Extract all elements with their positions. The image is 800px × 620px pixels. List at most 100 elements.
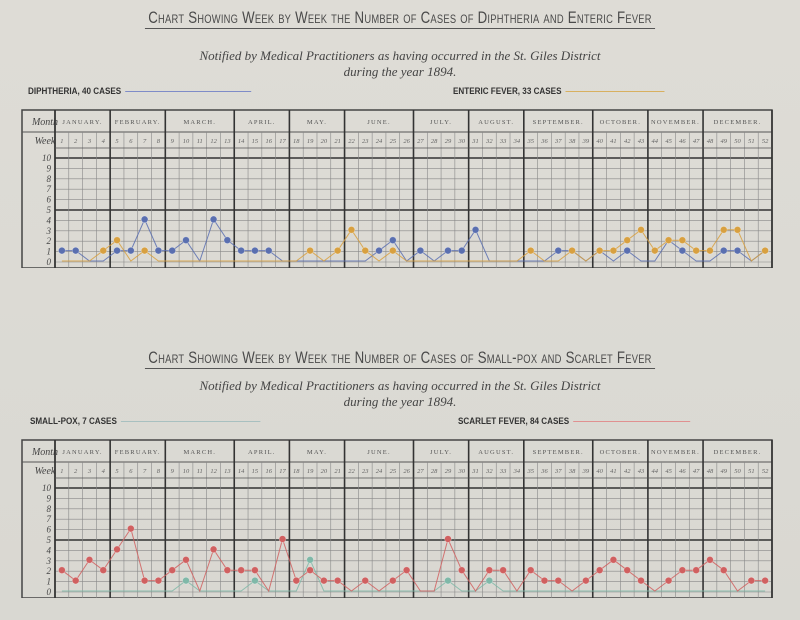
week-label: 19 <box>307 468 314 475</box>
chart1-legend-diphtheria: DIPHTHERIA, 40 CASES <box>28 86 251 96</box>
month-row-label: Month <box>31 117 58 128</box>
data-point <box>127 246 135 255</box>
week-label: 51 <box>748 468 755 475</box>
week-label: 18 <box>293 138 300 145</box>
week-label: 15 <box>252 468 259 475</box>
week-label: 7 <box>143 468 147 475</box>
data-point <box>623 246 631 255</box>
week-label: 25 <box>390 468 397 475</box>
week-label: 37 <box>554 138 562 145</box>
week-label: 36 <box>540 138 548 145</box>
week-label: 17 <box>279 468 286 475</box>
week-label: 52 <box>762 138 769 145</box>
data-point <box>678 246 687 255</box>
week-label: 8 <box>157 468 161 475</box>
data-point <box>209 215 218 224</box>
week-label: 28 <box>431 138 438 145</box>
week-label: 40 <box>596 138 603 145</box>
week-label: 52 <box>762 468 769 475</box>
data-point <box>223 566 232 574</box>
data-point <box>485 566 494 574</box>
y-tick-label: 10 <box>42 483 52 493</box>
week-label: 7 <box>143 138 147 145</box>
week-label: 13 <box>224 138 231 145</box>
data-point <box>623 236 631 244</box>
chart1-subtitle-2: during the year 1894. <box>343 64 457 79</box>
data-point <box>251 246 259 255</box>
month-label: JUNE. <box>367 119 391 126</box>
month-label: JUNE. <box>367 449 391 456</box>
series-line <box>61 527 766 593</box>
week-label: 24 <box>376 468 383 475</box>
data-point <box>71 576 80 585</box>
y-tick-label: 3 <box>46 556 52 566</box>
data-point <box>389 236 397 244</box>
data-point <box>278 535 287 543</box>
week-label: 12 <box>210 468 217 475</box>
y-tick-label: 1 <box>47 577 52 587</box>
week-label: 21 <box>334 138 341 145</box>
data-point <box>761 576 769 585</box>
data-point <box>623 566 631 574</box>
week-label: 32 <box>485 468 493 475</box>
week-label: 25 <box>390 138 397 145</box>
data-point <box>251 566 259 574</box>
data-point <box>582 576 590 585</box>
week-label: 42 <box>624 468 631 475</box>
week-label: 38 <box>568 468 576 475</box>
legend-line <box>120 420 260 422</box>
data-point <box>361 246 369 255</box>
week-label: 30 <box>458 138 466 145</box>
month-label: OCTOBER. <box>600 449 641 456</box>
month-label: SEPTEMBER. <box>533 119 584 126</box>
data-point <box>609 246 618 255</box>
legend-label: SCARLET FEVER, 84 CASES <box>458 416 570 426</box>
data-point <box>389 576 397 585</box>
data-point <box>58 246 66 255</box>
week-label: 12 <box>210 138 217 145</box>
data-point <box>554 246 562 255</box>
week-label: 36 <box>540 468 548 475</box>
data-point <box>209 545 218 554</box>
month-label: JULY. <box>430 119 452 126</box>
week-label: 37 <box>554 468 562 475</box>
data-point <box>361 576 369 585</box>
week-label: 26 <box>403 138 410 145</box>
week-label: 9 <box>171 138 175 145</box>
week-label: 5 <box>115 468 119 475</box>
legend-label: SMALL-POX, 7 CASES <box>30 416 117 426</box>
legend-line <box>565 90 665 92</box>
week-label: 41 <box>610 138 617 145</box>
data-point <box>692 566 700 574</box>
data-point <box>292 576 300 585</box>
week-label: 29 <box>445 138 452 145</box>
month-label: JANUARY. <box>62 119 102 126</box>
data-point <box>637 576 645 585</box>
data-point <box>416 246 425 255</box>
month-label: FEBRUARY. <box>115 449 161 456</box>
week-label: 51 <box>748 138 755 145</box>
week-label: 1 <box>60 138 63 145</box>
week-row-label: Week <box>35 136 56 147</box>
data-point <box>168 566 176 574</box>
data-point <box>720 226 728 234</box>
data-point <box>154 246 163 255</box>
week-label: 35 <box>526 468 534 475</box>
y-tick-label: 0 <box>47 587 52 597</box>
month-label: JANUARY. <box>62 449 102 456</box>
month-row-label: Month <box>31 447 58 458</box>
month-label: MAY. <box>307 449 327 456</box>
week-label: 35 <box>526 138 534 145</box>
week-label: 19 <box>307 138 314 145</box>
legend-line <box>572 420 690 422</box>
month-label: MARCH. <box>183 119 216 126</box>
week-label: 33 <box>499 138 507 145</box>
chart2-title-text: Chart Showing Week by Week the Number of… <box>145 348 655 369</box>
data-point <box>306 246 314 255</box>
week-label: 47 <box>693 138 700 145</box>
week-label: 5 <box>115 138 119 145</box>
data-point <box>527 246 535 255</box>
week-label: 44 <box>652 138 659 145</box>
